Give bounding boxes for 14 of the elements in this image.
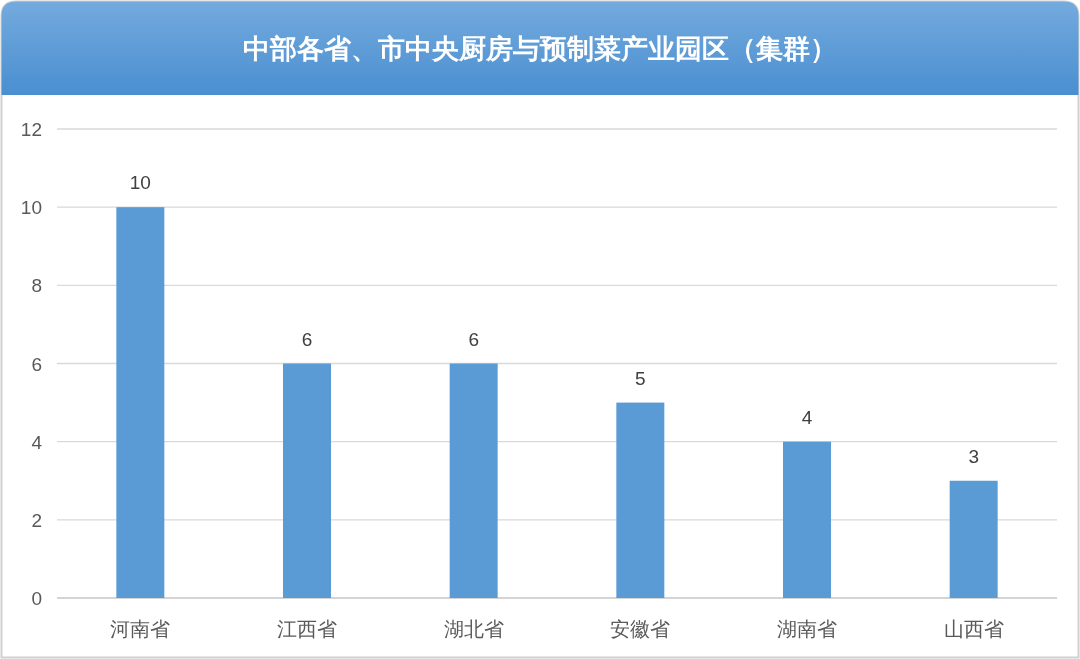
x-tick-label: 河南省 [110, 618, 171, 640]
y-tick-label: 0 [31, 588, 42, 609]
y-tick-label: 4 [31, 431, 43, 453]
x-tick-label: 山西省 [943, 618, 1004, 640]
y-tick-label: 2 [31, 509, 42, 531]
x-tick-label: 湖南省 [777, 618, 837, 640]
x-tick-label: 江西省 [277, 618, 337, 640]
x-tick-label: 安徽省 [610, 618, 671, 640]
y-tick-label: 12 [20, 119, 42, 140]
x-tick-label: 湖北省 [443, 618, 504, 640]
y-tick-label: 8 [31, 275, 42, 297]
title: 中部各省、市中央厨房与预制菜产业园区（集群） [243, 34, 837, 64]
y-tick-label: 10 [20, 197, 42, 219]
y-tick-label: 6 [31, 353, 42, 375]
